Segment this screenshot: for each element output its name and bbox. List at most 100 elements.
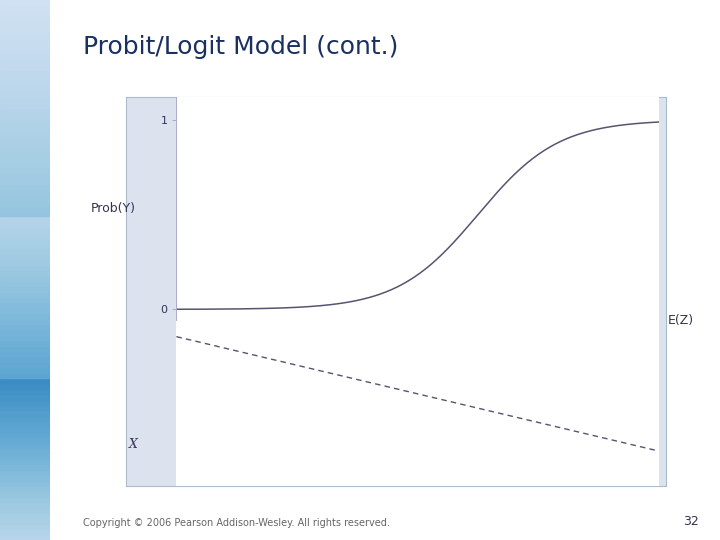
Bar	[0, 416, 50, 421]
Bar	[0, 302, 50, 308]
Text: 32: 32	[683, 515, 698, 528]
Bar	[0, 92, 50, 97]
Bar	[0, 103, 50, 108]
Bar	[0, 38, 50, 43]
Bar	[0, 324, 50, 329]
Bar	[0, 454, 50, 459]
Bar	[0, 535, 50, 540]
Text: E(Z): E(Z)	[667, 314, 693, 327]
Bar	[0, 162, 50, 167]
Bar	[0, 459, 50, 464]
Bar	[0, 275, 50, 281]
Bar	[0, 432, 50, 437]
Bar	[0, 378, 50, 383]
Bar	[0, 113, 50, 119]
Bar	[0, 410, 50, 416]
Bar	[0, 0, 50, 5]
Bar	[0, 486, 50, 491]
Bar	[0, 383, 50, 389]
Bar	[0, 97, 50, 103]
Bar	[0, 248, 50, 254]
Bar	[0, 308, 50, 313]
Bar	[0, 508, 50, 513]
Bar	[0, 518, 50, 524]
Bar	[0, 22, 50, 27]
Bar	[0, 427, 50, 432]
Bar	[0, 59, 50, 65]
Bar	[0, 135, 50, 140]
Bar	[0, 232, 50, 238]
Bar	[0, 513, 50, 518]
Bar	[0, 65, 50, 70]
Bar	[0, 54, 50, 59]
Bar	[0, 481, 50, 486]
Bar	[0, 497, 50, 502]
Bar	[0, 200, 50, 205]
Bar	[0, 502, 50, 508]
Bar	[0, 151, 50, 157]
Text: X: X	[129, 438, 138, 451]
Bar	[0, 313, 50, 319]
Bar	[0, 475, 50, 481]
Bar	[0, 329, 50, 335]
Bar	[0, 211, 50, 216]
Bar	[0, 216, 50, 221]
Bar	[0, 491, 50, 497]
Bar	[0, 86, 50, 92]
Bar	[0, 389, 50, 394]
Bar	[0, 70, 50, 76]
Bar	[0, 405, 50, 410]
Bar	[0, 173, 50, 178]
Bar	[0, 76, 50, 81]
Bar	[0, 108, 50, 113]
Bar	[0, 189, 50, 194]
Bar	[0, 221, 50, 227]
Bar	[0, 238, 50, 243]
Bar	[0, 157, 50, 162]
Bar	[0, 81, 50, 86]
Bar	[0, 286, 50, 292]
Bar	[0, 470, 50, 475]
Bar	[0, 124, 50, 130]
Bar	[0, 340, 50, 346]
Bar	[0, 394, 50, 400]
Bar	[0, 524, 50, 529]
Bar	[0, 227, 50, 232]
Bar	[0, 5, 50, 11]
Bar	[0, 130, 50, 135]
Bar	[0, 400, 50, 405]
Bar	[0, 140, 50, 146]
Bar	[0, 146, 50, 151]
Bar	[0, 43, 50, 49]
Bar	[0, 443, 50, 448]
Bar	[0, 243, 50, 248]
Bar	[0, 281, 50, 286]
Bar	[0, 464, 50, 470]
Bar	[0, 194, 50, 200]
Bar	[0, 184, 50, 189]
Bar	[0, 351, 50, 356]
Bar	[0, 265, 50, 270]
Bar	[0, 421, 50, 427]
Bar	[0, 11, 50, 16]
Bar	[0, 346, 50, 351]
Bar	[0, 373, 50, 378]
Bar	[0, 319, 50, 324]
Bar	[0, 27, 50, 32]
Bar	[0, 292, 50, 297]
Bar	[0, 356, 50, 362]
Bar	[0, 259, 50, 265]
Bar	[0, 32, 50, 38]
Bar	[0, 297, 50, 302]
Bar	[0, 119, 50, 124]
Bar	[0, 335, 50, 340]
Bar	[0, 167, 50, 173]
Bar	[0, 178, 50, 184]
Bar	[0, 205, 50, 211]
Bar	[0, 437, 50, 443]
Bar	[0, 362, 50, 367]
Text: Copyright © 2006 Pearson Addison-Wesley. All rights reserved.: Copyright © 2006 Pearson Addison-Wesley.…	[83, 518, 390, 528]
Bar	[0, 270, 50, 275]
Bar	[0, 448, 50, 454]
Bar	[0, 16, 50, 22]
